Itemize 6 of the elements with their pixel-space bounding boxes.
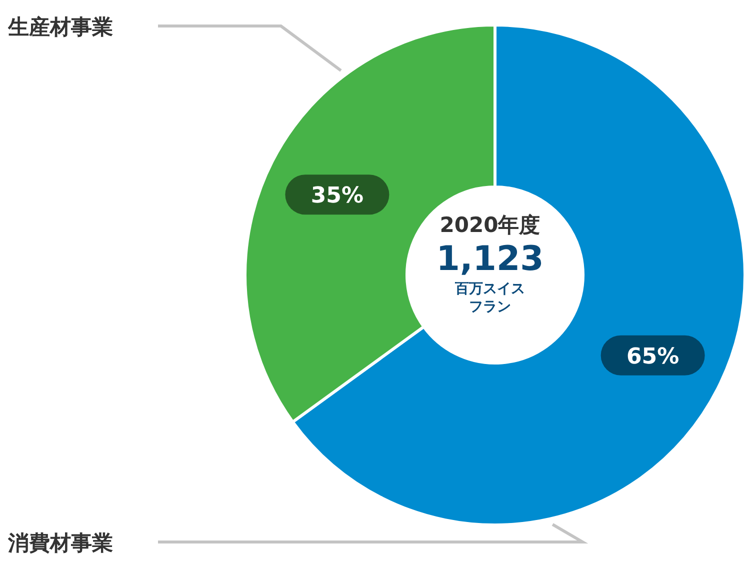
text: 百万スイスフラン [454, 280, 526, 316]
data-label: 35% [310, 184, 364, 209]
text: 1,123 [435, 238, 545, 280]
text: 2020年度 [438, 212, 542, 238]
slice-label: 消費材事業 [7, 531, 113, 555]
data-label: 65% [626, 344, 680, 370]
